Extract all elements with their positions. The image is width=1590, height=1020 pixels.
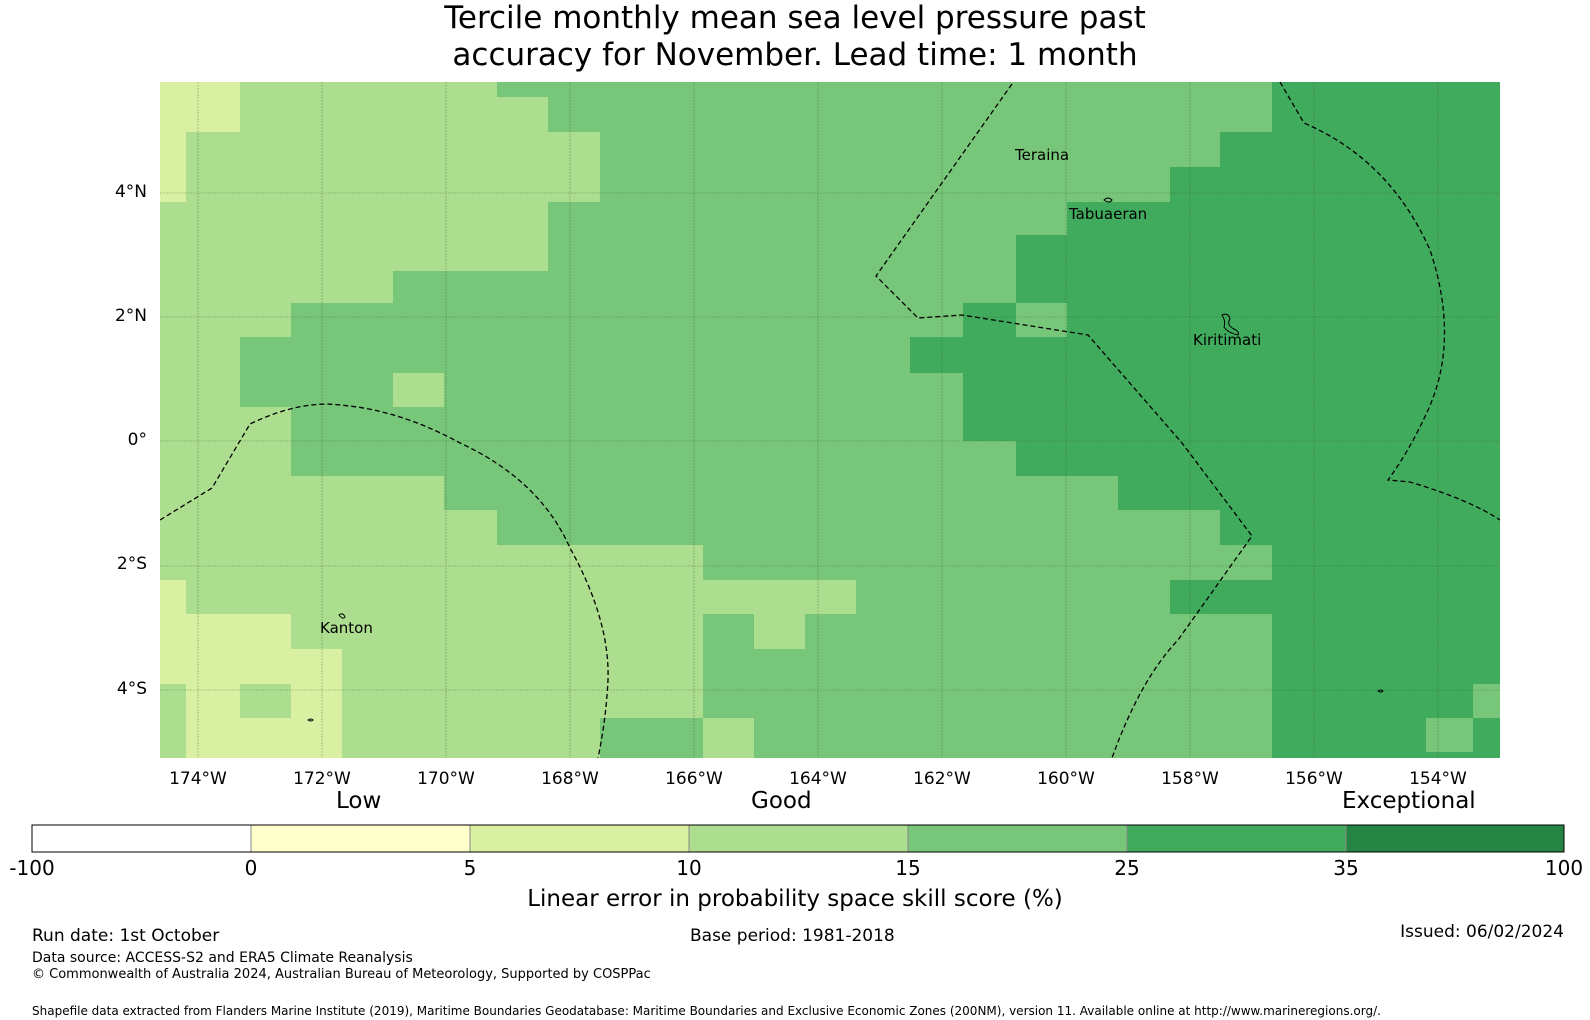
lon-label-160w: 160°W	[1037, 769, 1095, 789]
category-low: Low	[336, 788, 382, 814]
place-teraina: Teraina	[1015, 146, 1070, 164]
colorbar-segment-7	[1346, 825, 1564, 852]
shapefile-credit: Shapefile data extracted from Flanders M…	[32, 1004, 1381, 1018]
lat-label-2s: 2°S	[116, 554, 147, 574]
lat-label-0: 0°	[127, 430, 147, 450]
lon-label-154w: 154°W	[1409, 769, 1467, 789]
lon-label-168w: 168°W	[541, 769, 599, 789]
lon-label-174w: 174°W	[169, 769, 227, 789]
lon-label-172w: 172°W	[293, 769, 351, 789]
place-kanton: Kanton	[320, 619, 373, 637]
tick-5: 5	[463, 856, 477, 880]
tick-100: 100	[1544, 856, 1584, 880]
colorbar-segment-3	[470, 825, 689, 852]
eez-boundaries	[160, 82, 1500, 758]
graticule	[160, 82, 1500, 758]
title-line-2: accuracy for November. Lead time: 1 mont…	[452, 37, 1138, 73]
tick-10: 10	[676, 856, 702, 880]
copyright: © Commonwealth of Australia 2024, Austra…	[32, 967, 651, 982]
lon-label-166w: 166°W	[665, 769, 723, 789]
tick-25: 25	[1114, 856, 1140, 880]
run-date: Run date: 1st October	[32, 926, 220, 946]
issued-date: Issued: 06/02/2024	[1400, 922, 1564, 942]
tick-0: 0	[244, 856, 258, 880]
skill-map-cells	[160, 82, 1500, 758]
place-tabuaeran: Tabuaeran	[1069, 205, 1148, 223]
colorbar-segment-6	[1127, 825, 1346, 852]
colorbar-label: Linear error in probability space skill …	[527, 886, 1063, 912]
lon-label-170w: 170°W	[417, 769, 475, 789]
map-title: Tercile monthly mean sea level pressure …	[0, 0, 1590, 74]
category-good: Good	[751, 788, 812, 814]
title-line-1: Tercile monthly mean sea level pressure …	[444, 0, 1146, 36]
lon-label-156w: 156°W	[1285, 769, 1343, 789]
lat-label-4n: 4°N	[114, 182, 147, 202]
island-outlines	[307, 197, 1384, 722]
lon-label-164w: 164°W	[789, 769, 847, 789]
colorbar-outline	[31, 824, 1565, 853]
tick-15: 15	[895, 856, 921, 880]
colorbar-segment-2	[251, 825, 470, 852]
lon-label-158w: 158°W	[1161, 769, 1219, 789]
category-exceptional: Exceptional	[1342, 788, 1476, 814]
lat-label-2n: 2°N	[114, 306, 147, 326]
colorbar-segment-4	[689, 825, 908, 852]
colorbar-segment-1	[32, 825, 251, 852]
tick-minus100: -100	[9, 856, 55, 880]
lat-label-4s: 4°S	[116, 679, 147, 699]
data-source: Data source: ACCESS-S2 and ERA5 Climate …	[32, 950, 413, 966]
tick-35: 35	[1333, 856, 1359, 880]
place-kiritimati: Kiritimati	[1193, 331, 1262, 349]
colorbar-segment-5	[908, 825, 1127, 852]
base-period: Base period: 1981-2018	[690, 926, 895, 946]
lon-label-162w: 162°W	[913, 769, 971, 789]
